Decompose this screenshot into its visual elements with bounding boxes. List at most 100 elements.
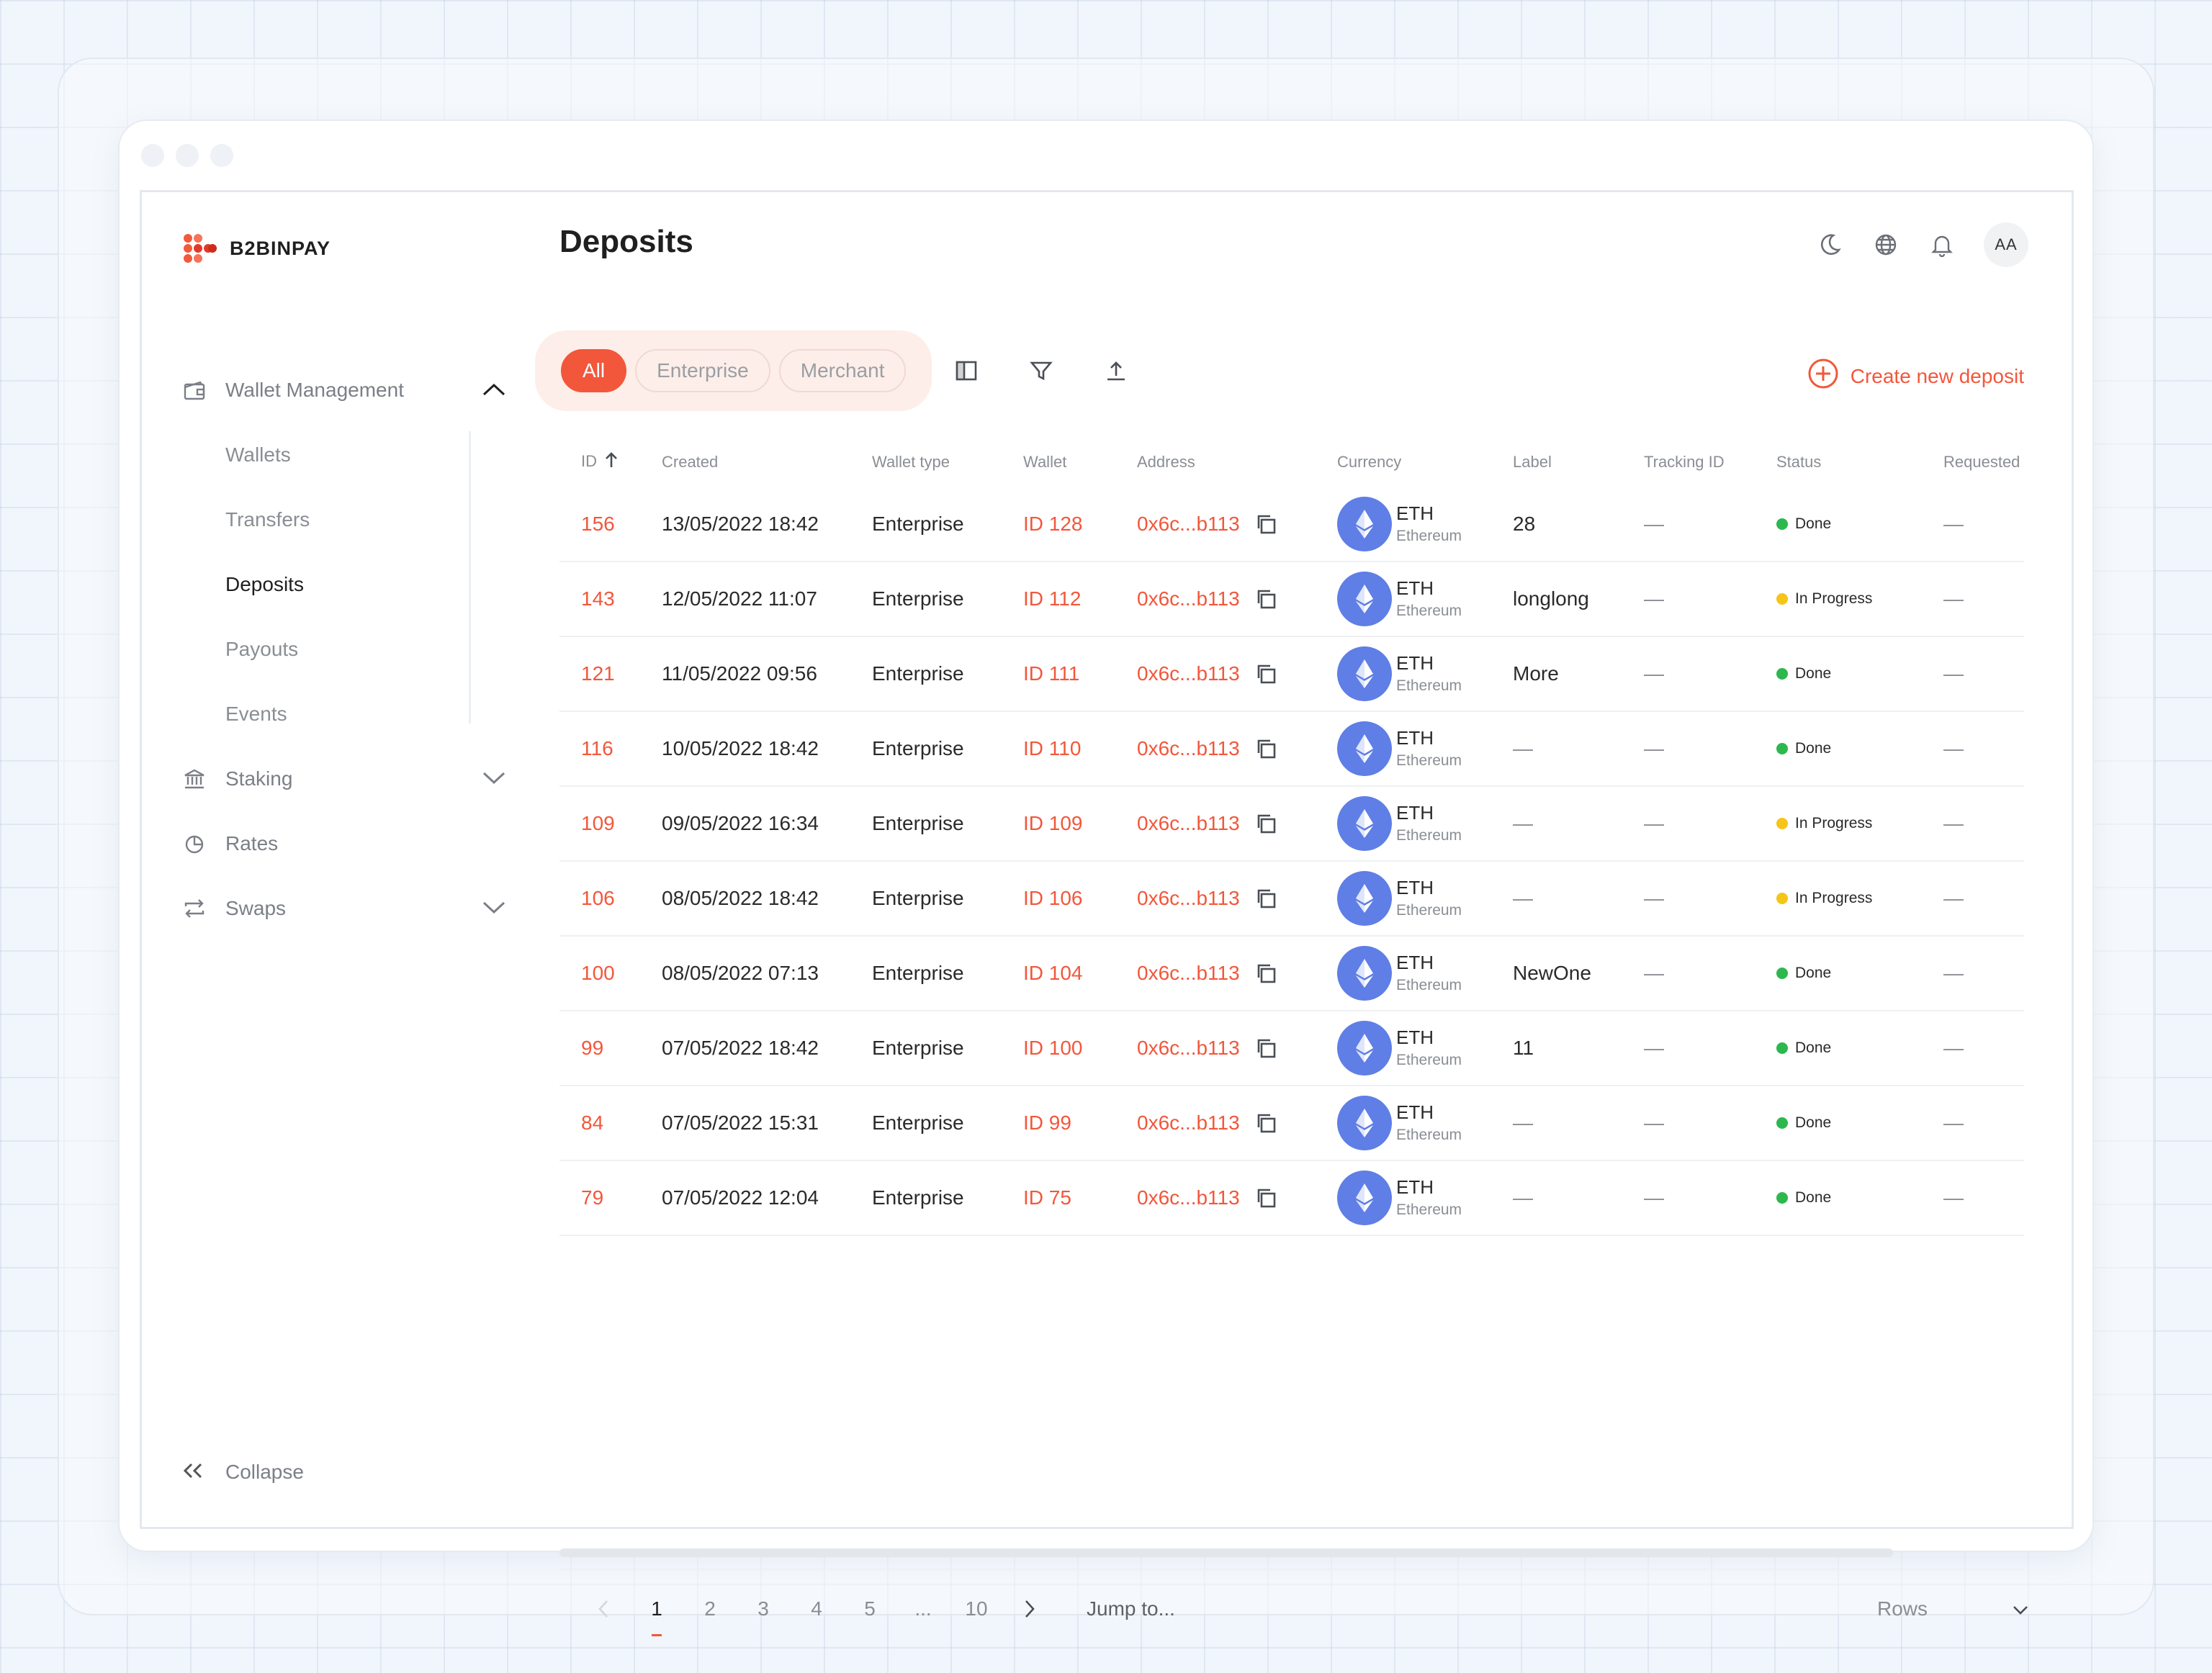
copy-icon[interactable]	[1254, 512, 1278, 536]
column-header-wallet-type[interactable]: Wallet type	[872, 453, 950, 471]
row-id-link[interactable]: 99	[581, 1037, 604, 1059]
filter-tab-enterprise[interactable]: Enterprise	[635, 349, 770, 392]
column-header-requested[interactable]: Requested	[1943, 453, 2020, 471]
row-wallet-link[interactable]: ID 75	[1023, 1186, 1071, 1209]
filter-icon[interactable]	[1024, 353, 1058, 388]
column-header-wallet[interactable]: Wallet	[1023, 453, 1067, 471]
row-address-link[interactable]: 0x6c...b113	[1137, 737, 1240, 759]
brand-logo[interactable]: B2BINPAY	[182, 231, 331, 266]
row-address-link[interactable]: 0x6c...b113	[1137, 1037, 1240, 1059]
row-wallet-link[interactable]: ID 99	[1023, 1111, 1071, 1134]
avatar[interactable]: AA	[1984, 222, 2028, 267]
sidebar-item-transfers[interactable]: Transfers	[225, 508, 310, 531]
row-id-link[interactable]: 143	[581, 587, 615, 610]
row-address-link[interactable]: 0x6c...b113	[1137, 812, 1240, 834]
copy-icon[interactable]	[1254, 736, 1278, 761]
row-wallet-link[interactable]: ID 112	[1023, 587, 1082, 610]
prev-page-icon[interactable]	[577, 1600, 630, 1618]
sidebar-item-swaps[interactable]: Swaps	[182, 876, 506, 941]
sidebar-item-events[interactable]: Events	[225, 703, 287, 725]
rows-per-page-select[interactable]: Rows	[1877, 1580, 2028, 1638]
row-address-link[interactable]: 0x6c...b113	[1137, 587, 1240, 610]
copy-icon[interactable]	[1254, 886, 1278, 911]
row-id-link[interactable]: 106	[581, 887, 615, 909]
chevron-down-icon[interactable]	[482, 767, 506, 790]
collapse-sidebar-button[interactable]: Collapse	[182, 1461, 304, 1484]
columns-icon[interactable]	[949, 353, 984, 388]
column-header-status[interactable]: Status	[1776, 453, 1822, 471]
row-id-link[interactable]: 109	[581, 812, 615, 834]
copy-icon[interactable]	[1254, 1036, 1278, 1060]
copy-icon[interactable]	[1254, 1111, 1278, 1135]
table-row[interactable]: 109 09/05/2022 16:34 Enterprise ID 109 0…	[559, 787, 2024, 862]
sidebar-item-rates[interactable]: Rates	[182, 811, 506, 876]
row-id-link[interactable]: 121	[581, 662, 615, 685]
column-header-address[interactable]: Address	[1137, 453, 1195, 471]
sidebar-item-deposits[interactable]: Deposits	[225, 573, 304, 595]
page-button-5[interactable]: 5	[864, 1597, 876, 1620]
page-button-4[interactable]: 4	[811, 1597, 822, 1620]
table-row[interactable]: 143 12/05/2022 11:07 Enterprise ID 112 0…	[559, 562, 2024, 637]
row-wallet-link[interactable]: ID 128	[1023, 513, 1083, 535]
page-button-1[interactable]: 1	[630, 1597, 683, 1636]
copy-icon[interactable]	[1254, 662, 1278, 686]
filter-tab-merchant[interactable]: Merchant	[778, 349, 907, 392]
next-page-icon[interactable]	[1003, 1600, 1056, 1618]
table-row[interactable]: 79 07/05/2022 12:04 Enterprise ID 75 0x6…	[559, 1161, 2024, 1236]
row-address-link[interactable]: 0x6c...b113	[1137, 1186, 1240, 1209]
copy-icon[interactable]	[1254, 961, 1278, 986]
row-wallet-link[interactable]: ID 106	[1023, 887, 1083, 909]
row-wallet-link[interactable]: ID 110	[1023, 737, 1082, 759]
row-address-link[interactable]: 0x6c...b113	[1137, 1111, 1240, 1134]
row-wallet-link[interactable]: ID 104	[1023, 962, 1083, 984]
window-minimize-dot[interactable]	[176, 144, 199, 167]
row-address-link[interactable]: 0x6c...b113	[1137, 962, 1240, 984]
bell-icon[interactable]	[1928, 230, 1956, 259]
row-id-link[interactable]: 79	[581, 1186, 604, 1209]
table-row[interactable]: 116 10/05/2022 18:42 Enterprise ID 110 0…	[559, 712, 2024, 787]
row-wallet-link[interactable]: ID 109	[1023, 812, 1083, 834]
column-header-created[interactable]: Created	[662, 453, 719, 471]
sidebar-item-wallet-management[interactable]: Wallet Management	[182, 358, 506, 423]
row-wallet-link[interactable]: ID 111	[1023, 662, 1080, 685]
export-icon[interactable]	[1099, 353, 1133, 388]
window-maximize-dot[interactable]	[210, 144, 233, 167]
table-row[interactable]: 99 07/05/2022 18:42 Enterprise ID 100 0x…	[559, 1011, 2024, 1086]
row-address-link[interactable]: 0x6c...b113	[1137, 662, 1240, 685]
copy-icon[interactable]	[1254, 1186, 1278, 1210]
create-new-deposit-button[interactable]: Create new deposit	[1807, 358, 2024, 394]
window-close-dot[interactable]	[141, 144, 164, 167]
column-header-label[interactable]: Label	[1513, 453, 1552, 471]
column-header-currency[interactable]: Currency	[1337, 453, 1402, 471]
column-header-tracking-id[interactable]: Tracking ID	[1644, 453, 1725, 471]
copy-icon[interactable]	[1254, 587, 1278, 611]
filter-tab-all[interactable]: All	[561, 349, 627, 392]
chevron-up-icon[interactable]	[482, 379, 506, 402]
column-header-id[interactable]: ID	[559, 451, 640, 473]
table-row[interactable]: 121 11/05/2022 09:56 Enterprise ID 111 0…	[559, 637, 2024, 712]
page-button-3[interactable]: 3	[757, 1597, 769, 1620]
table-row[interactable]: 84 07/05/2022 15:31 Enterprise ID 99 0x6…	[559, 1086, 2024, 1161]
moon-icon[interactable]	[1815, 230, 1844, 259]
row-address-link[interactable]: 0x6c...b113	[1137, 513, 1240, 535]
row-id-link[interactable]: 156	[581, 513, 615, 535]
chevron-down-icon[interactable]	[482, 897, 506, 920]
sidebar-item-wallets[interactable]: Wallets	[225, 443, 291, 466]
sidebar-item-payouts[interactable]: Payouts	[225, 638, 299, 660]
sidebar-item-staking[interactable]: Staking	[182, 747, 506, 811]
table-row[interactable]: 100 08/05/2022 07:13 Enterprise ID 104 0…	[559, 937, 2024, 1011]
row-id-link[interactable]: 84	[581, 1111, 604, 1134]
row-id-link[interactable]: 100	[581, 962, 615, 984]
page-button-2[interactable]: 2	[704, 1597, 716, 1620]
table-row[interactable]: 106 08/05/2022 18:42 Enterprise ID 106 0…	[559, 862, 2024, 937]
copy-icon[interactable]	[1254, 811, 1278, 836]
row-address-link[interactable]: 0x6c...b113	[1137, 887, 1240, 909]
horizontal-scrollbar[interactable]	[559, 1548, 1893, 1557]
table-row[interactable]: 156 13/05/2022 18:42 Enterprise ID 128 0…	[559, 487, 2024, 562]
globe-icon[interactable]	[1871, 230, 1900, 259]
page-button-10[interactable]: 10	[965, 1597, 988, 1620]
row-wallet-link[interactable]: ID 100	[1023, 1037, 1083, 1059]
row-id-link[interactable]: 116	[581, 737, 613, 759]
sort-ascending-icon[interactable]	[604, 451, 619, 473]
jump-to-page-input[interactable]: Jump to...	[1087, 1597, 1175, 1620]
